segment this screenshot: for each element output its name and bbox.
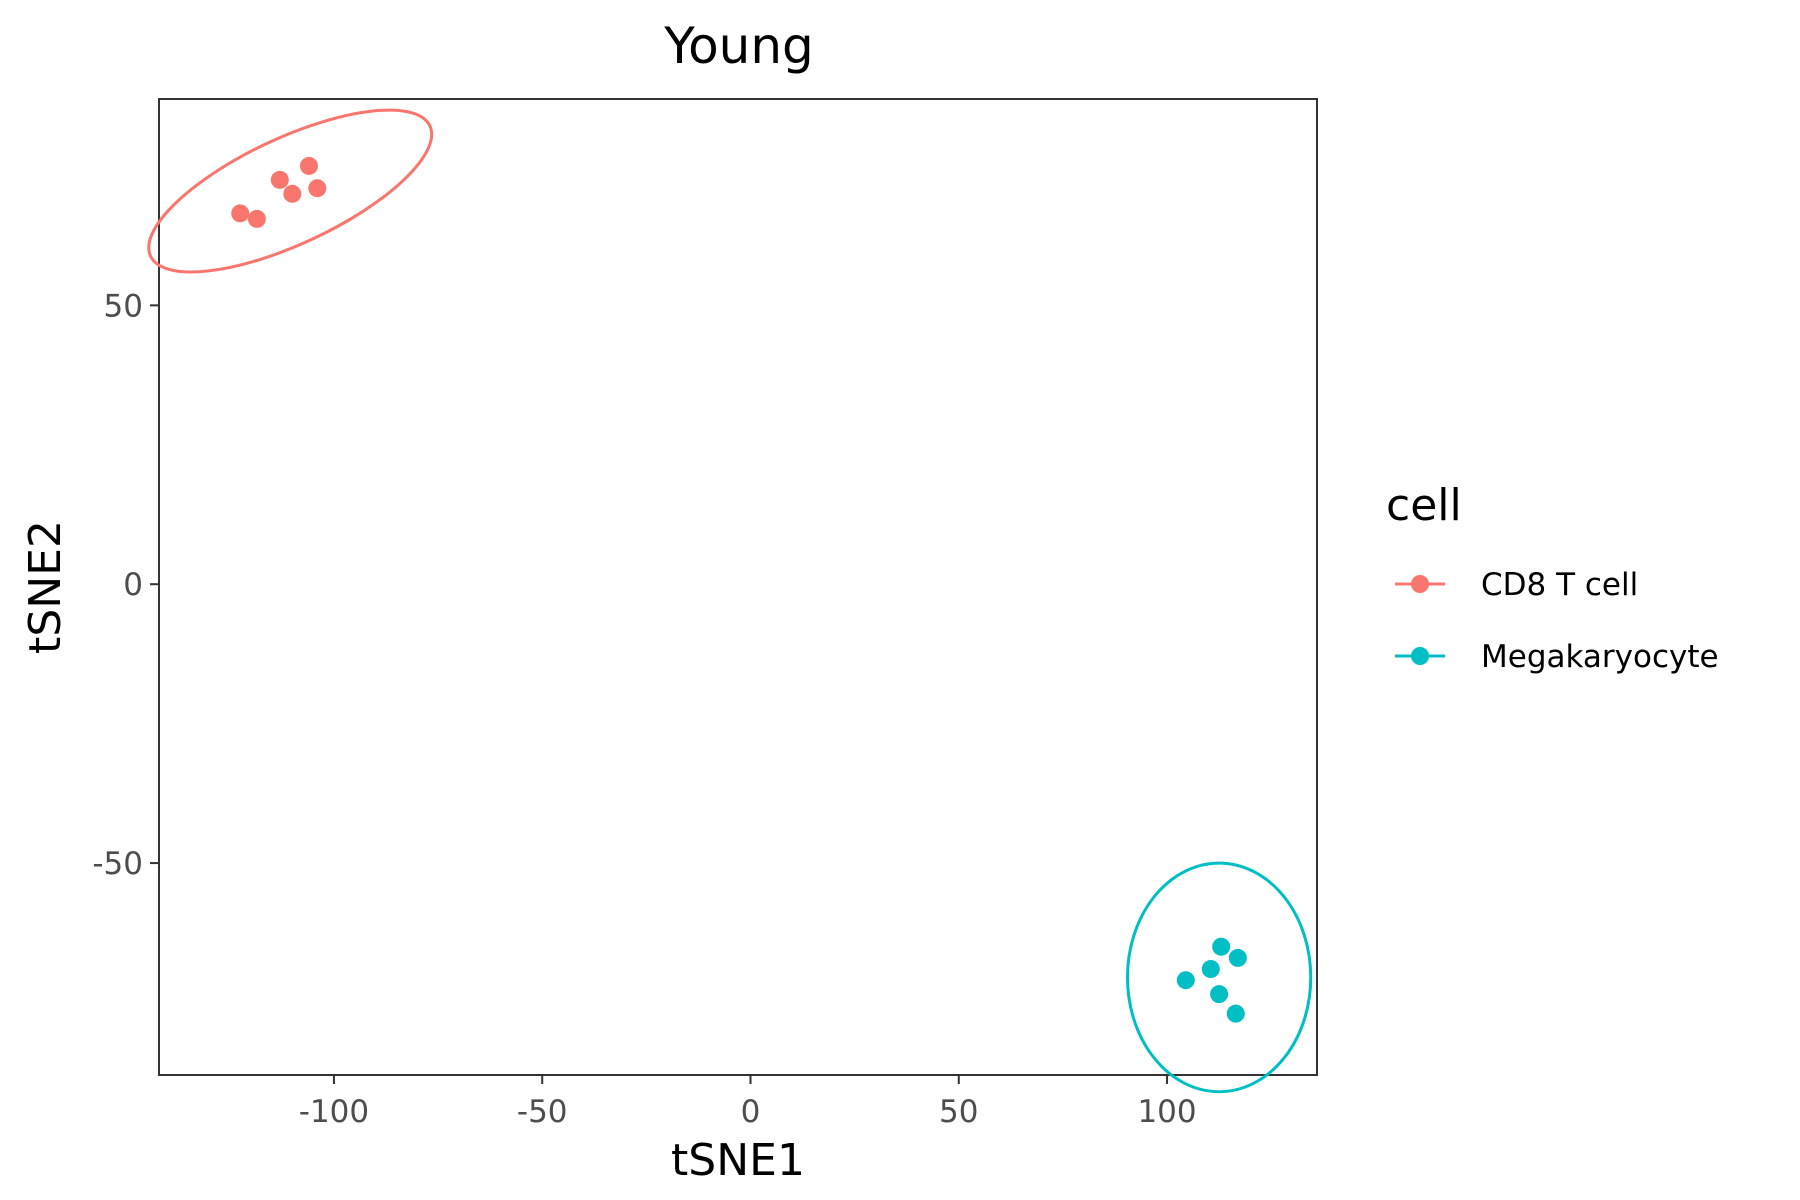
legend-label: Megakaryocyte — [1481, 639, 1719, 675]
data-point — [1210, 985, 1229, 1004]
data-point — [270, 170, 289, 189]
data-point — [1226, 1004, 1245, 1023]
legend-label: CD8 T cell — [1481, 567, 1638, 603]
y-tick-label: 0 — [123, 567, 143, 603]
y-tick-label: 50 — [104, 288, 143, 324]
legend-key-dot — [1411, 575, 1429, 593]
x-tick-label: -100 — [299, 1094, 369, 1130]
data-point — [1228, 948, 1247, 967]
data-point — [231, 204, 250, 223]
cluster-ellipse-1 — [1125, 861, 1313, 1094]
x-axis-title: tSNE1 — [671, 1135, 805, 1186]
x-axis: -100 -50 0 50 100 — [299, 1075, 1197, 1130]
cluster-ellipse-0 — [147, 108, 434, 274]
x-tick-label: 100 — [1137, 1094, 1196, 1130]
data-point — [1176, 971, 1195, 990]
x-tick-label: 50 — [939, 1094, 978, 1130]
cluster-ellipses — [147, 108, 1313, 1094]
chart-title: Young — [663, 17, 814, 75]
x-tick-label: 0 — [741, 1094, 761, 1130]
plot-panel-border — [158, 98, 1318, 1076]
data-points — [231, 156, 1247, 1023]
y-tick-label: -50 — [92, 846, 143, 882]
plot-area — [147, 98, 1318, 1094]
legend-key-dot — [1411, 647, 1429, 665]
y-axis: -50 0 50 — [92, 288, 159, 882]
x-tick-label: -50 — [517, 1094, 568, 1130]
legend-items: CD8 T cell Megakaryocyte — [1395, 567, 1719, 675]
data-point — [283, 184, 302, 203]
data-point — [247, 209, 266, 228]
data-point — [308, 179, 327, 198]
data-point — [1212, 937, 1231, 956]
y-axis-title: tSNE2 — [20, 520, 71, 654]
data-point — [299, 156, 318, 175]
data-point — [1201, 960, 1220, 979]
legend-title: cell — [1386, 480, 1462, 531]
legend: cell CD8 T cell Megakaryocyte — [1386, 480, 1719, 675]
